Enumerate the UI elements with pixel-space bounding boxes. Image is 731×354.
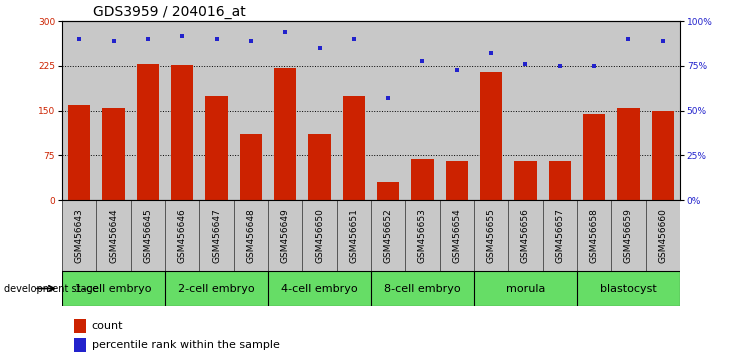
Point bbox=[657, 38, 669, 44]
Text: 2-cell embryo: 2-cell embryo bbox=[178, 284, 255, 293]
Text: percentile rank within the sample: percentile rank within the sample bbox=[92, 341, 280, 350]
Text: GSM456659: GSM456659 bbox=[624, 208, 633, 263]
Bar bbox=[548, 161, 571, 200]
Bar bbox=[68, 105, 91, 200]
Bar bbox=[171, 65, 194, 200]
Point bbox=[211, 36, 222, 42]
Text: 8-cell embryo: 8-cell embryo bbox=[385, 284, 461, 293]
Bar bbox=[274, 68, 296, 200]
Text: blastocyst: blastocyst bbox=[600, 284, 656, 293]
Text: GSM456649: GSM456649 bbox=[281, 208, 289, 263]
Text: GSM456656: GSM456656 bbox=[521, 208, 530, 263]
Bar bbox=[102, 108, 125, 200]
Text: GSM456644: GSM456644 bbox=[109, 208, 118, 263]
Point bbox=[279, 29, 291, 35]
Text: GSM456647: GSM456647 bbox=[212, 208, 221, 263]
Point bbox=[623, 36, 635, 42]
Text: count: count bbox=[92, 321, 124, 331]
Point bbox=[245, 38, 257, 44]
Point bbox=[107, 38, 119, 44]
Text: GDS3959 / 204016_at: GDS3959 / 204016_at bbox=[93, 5, 246, 19]
Text: development stage: development stage bbox=[4, 284, 98, 293]
Bar bbox=[377, 182, 399, 200]
Bar bbox=[446, 161, 468, 200]
Text: GSM456645: GSM456645 bbox=[143, 208, 153, 263]
Text: GSM456654: GSM456654 bbox=[452, 208, 461, 263]
Point bbox=[451, 67, 463, 72]
Bar bbox=[240, 135, 262, 200]
Bar bbox=[412, 160, 433, 200]
Text: 4-cell embryo: 4-cell embryo bbox=[281, 284, 357, 293]
Text: morula: morula bbox=[506, 284, 545, 293]
Point bbox=[348, 36, 360, 42]
Point bbox=[382, 95, 394, 101]
Text: GSM456651: GSM456651 bbox=[349, 208, 358, 263]
Text: GSM456658: GSM456658 bbox=[589, 208, 599, 263]
Point bbox=[176, 33, 188, 38]
Text: GSM456643: GSM456643 bbox=[75, 208, 84, 263]
Text: GSM456653: GSM456653 bbox=[418, 208, 427, 263]
Point bbox=[588, 63, 600, 69]
Text: GSM456646: GSM456646 bbox=[178, 208, 186, 263]
Text: GSM456655: GSM456655 bbox=[487, 208, 496, 263]
Bar bbox=[75, 338, 86, 352]
Bar bbox=[514, 161, 537, 200]
Text: GSM456652: GSM456652 bbox=[384, 208, 393, 263]
Point bbox=[314, 45, 325, 51]
Bar bbox=[137, 64, 159, 200]
Bar bbox=[343, 96, 365, 200]
Bar bbox=[308, 135, 330, 200]
Bar bbox=[205, 96, 228, 200]
Bar bbox=[75, 319, 86, 333]
Bar bbox=[480, 72, 502, 200]
Bar bbox=[617, 108, 640, 200]
Bar bbox=[651, 110, 674, 200]
Text: 1-cell embryo: 1-cell embryo bbox=[75, 284, 152, 293]
Bar bbox=[583, 114, 605, 200]
Point bbox=[554, 63, 566, 69]
Text: GSM456650: GSM456650 bbox=[315, 208, 324, 263]
Point bbox=[142, 36, 154, 42]
Point bbox=[73, 36, 85, 42]
Point bbox=[520, 61, 531, 67]
Text: GSM456648: GSM456648 bbox=[246, 208, 255, 263]
Point bbox=[485, 51, 497, 56]
Text: GSM456657: GSM456657 bbox=[556, 208, 564, 263]
Point bbox=[417, 58, 428, 63]
Text: GSM456660: GSM456660 bbox=[658, 208, 667, 263]
